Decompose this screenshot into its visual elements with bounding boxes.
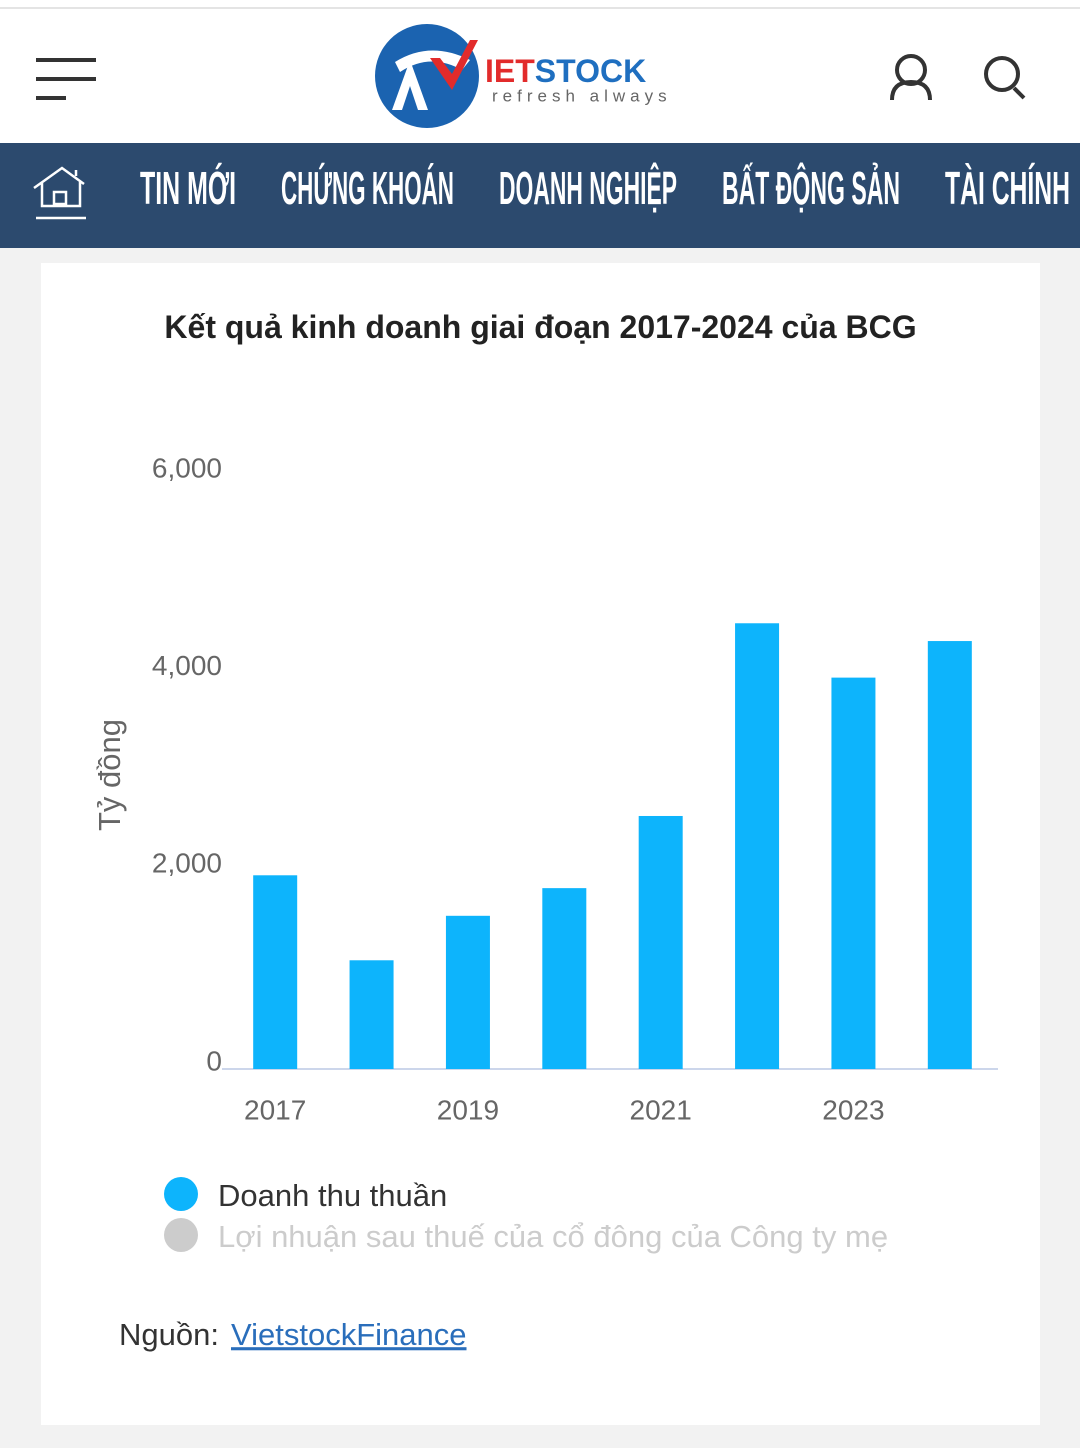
nav-bar [0,143,1080,248]
y-tick-label: 0 [206,1045,222,1076]
logo[interactable]: IETSTOCK refresh always [375,24,672,128]
logo-tagline: refresh always [492,86,672,105]
nav-item[interactable]: DOANH NGHIỆP [499,162,677,214]
legend-marker[interactable] [164,1218,198,1252]
legend-marker[interactable] [164,1177,198,1211]
menu-button[interactable] [36,58,96,100]
bar [638,815,683,1069]
nav-item[interactable]: CHỨNG KHOÁN [281,162,454,214]
bar [831,677,876,1069]
y-axis-label: Tỷ đồng [92,719,127,831]
bar [735,623,780,1069]
header [0,0,1080,143]
legend-label[interactable]: Lợi nhuận sau thuế của cổ đông của Công … [218,1219,888,1254]
search-button[interactable] [984,56,1026,100]
bar [542,888,587,1069]
nav-item[interactable]: TÀI CHÍNH [945,162,1070,214]
legend-label[interactable]: Doanh thu thuần [218,1178,447,1213]
y-tick-label: 4,000 [152,650,222,681]
source-label: Nguồn: [119,1317,219,1352]
x-tick-label: 2023 [822,1094,884,1125]
home-button[interactable] [33,166,86,220]
y-tick-label: 2,000 [152,848,222,879]
nav-item[interactable]: TIN MỚI [140,162,236,214]
x-tick-label: 2021 [630,1094,692,1125]
x-tick-label: 2019 [437,1094,499,1125]
title-box: Kết quả kinh doanh giai đoạn 2017-2024 c… [164,309,917,345]
user-button[interactable] [890,54,932,101]
logo-text-red: IET [485,53,535,89]
x-tick-label: 2017 [244,1094,306,1125]
logo-text-blue: STOCK [535,53,646,89]
source-link[interactable]: VietstockFinance [231,1317,467,1352]
y-tick-label: 6,000 [152,452,222,483]
bar [349,960,394,1069]
logo-text: IETSTOCK [485,53,646,89]
nav-item[interactable]: BẤT ĐỘNG SẢN [722,162,900,214]
chart-title: Kết quả kinh doanh giai đoạn 2017-2024 c… [164,309,917,345]
bar [253,875,298,1069]
bar [445,915,490,1069]
bar [927,641,972,1069]
